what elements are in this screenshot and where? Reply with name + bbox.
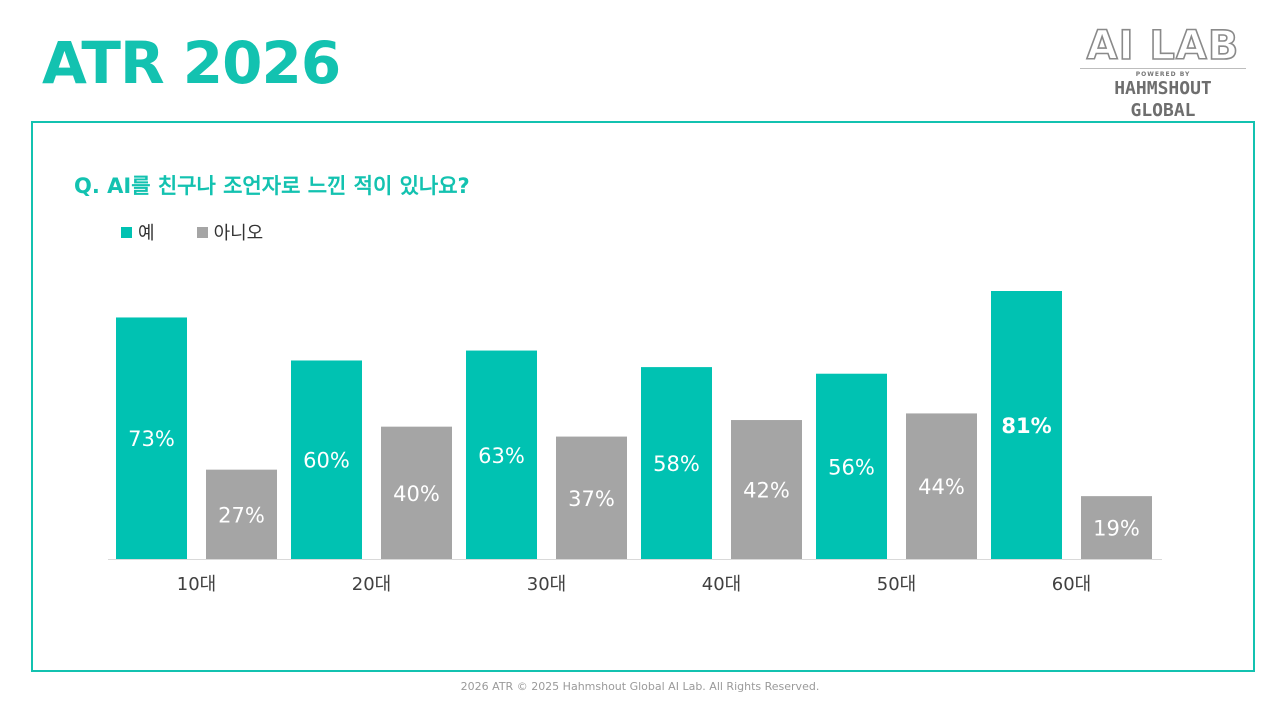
x-tick-label-2: 30대 [527, 574, 566, 595]
x-tick-label-0: 10대 [177, 574, 216, 595]
data-label-yes-2: 63% [478, 444, 525, 468]
legend-label-yes: 예 [138, 223, 155, 244]
data-label-yes-4: 56% [828, 455, 875, 479]
bar-no-0 [206, 469, 277, 559]
bar-yes-3 [641, 367, 712, 559]
data-label-yes-3: 58% [653, 452, 700, 476]
logo-main-text: AI LAB [1086, 23, 1240, 69]
x-tick-label-4: 50대 [877, 574, 916, 595]
legend-item-no: 아니오 [196, 219, 264, 245]
legend-swatch-yes [121, 226, 132, 238]
data-label-yes-5: 81% [1001, 414, 1051, 438]
bar-no-5 [1081, 496, 1152, 559]
data-label-no-0: 27% [218, 503, 265, 527]
page-title: ATR 2026 [42, 29, 341, 97]
bar-no-2 [556, 436, 627, 559]
brand-logo: AI LAB POWERED BY HAHMSHOUT GLOBAL [1080, 23, 1246, 121]
bar-no-3 [731, 420, 802, 559]
data-label-yes-1: 60% [303, 449, 350, 473]
chart-card [31, 121, 1255, 672]
legend-swatch-no [196, 226, 208, 238]
bar-yes-5 [991, 291, 1062, 559]
data-label-no-1: 40% [393, 482, 440, 506]
logo-brand-text: HAHMSHOUT GLOBAL [1114, 78, 1212, 121]
logo-sub-text: POWERED BY [1080, 68, 1246, 78]
chart-legend: 예 아니오 [121, 219, 305, 245]
data-label-no-2: 37% [568, 487, 615, 511]
x-tick-label-1: 20대 [352, 574, 391, 595]
bar-no-4 [906, 413, 977, 559]
data-label-no-4: 44% [918, 475, 965, 499]
legend-item-yes: 예 [121, 219, 155, 245]
bar-yes-4 [816, 373, 887, 559]
copyright-footer: 2026 ATR © 2025 Hahmshout Global AI Lab.… [460, 680, 820, 693]
bar-no-1 [381, 426, 452, 559]
legend-label-no: 아니오 [213, 223, 264, 244]
data-label-yes-0: 73% [128, 427, 175, 451]
chart-title: Q. AI를 친구나 조언자로 느낀 적이 있나요? [74, 174, 470, 198]
data-label-no-3: 42% [743, 479, 790, 503]
bar-yes-0 [116, 317, 187, 559]
data-label-no-5: 19% [1093, 517, 1140, 541]
bar-yes-1 [291, 360, 362, 559]
x-tick-label-3: 40대 [702, 574, 741, 595]
bar-yes-2 [466, 350, 537, 559]
x-tick-label-5: 60대 [1052, 574, 1091, 595]
